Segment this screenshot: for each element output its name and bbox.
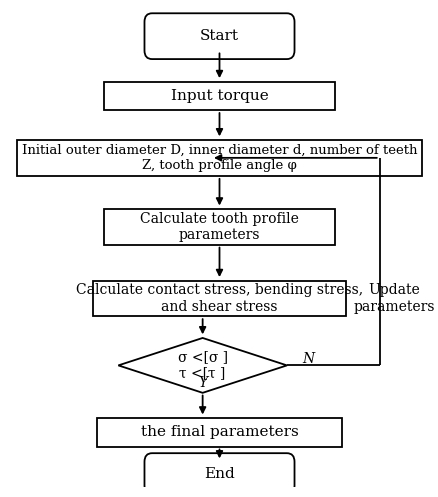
Text: Initial outer diameter D, inner diameter d, number of teeth
Z, tooth profile ang: Initial outer diameter D, inner diameter… [22, 144, 416, 172]
Bar [97, 418, 341, 446]
Text: N: N [301, 352, 313, 366]
Text: σ <[σ ]
τ <[τ ]: σ <[σ ] τ <[τ ] [177, 350, 227, 381]
Text: the final parameters: the final parameters [140, 425, 298, 439]
Text: Input torque: Input torque [170, 89, 268, 103]
Bar [17, 140, 421, 176]
Bar [103, 82, 335, 110]
FancyBboxPatch shape [144, 453, 294, 494]
Text: Start: Start [200, 29, 238, 43]
Text: Y: Y [198, 376, 207, 390]
Text: Calculate contact stress, bending stress,
and shear stress: Calculate contact stress, bending stress… [76, 283, 362, 314]
Bar [103, 209, 335, 245]
Polygon shape [118, 338, 286, 393]
FancyBboxPatch shape [144, 13, 294, 59]
Text: Calculate tooth profile
parameters: Calculate tooth profile parameters [140, 212, 298, 242]
Text: End: End [204, 467, 234, 481]
Bar [93, 281, 345, 317]
Text: Update
parameters: Update parameters [353, 283, 434, 314]
